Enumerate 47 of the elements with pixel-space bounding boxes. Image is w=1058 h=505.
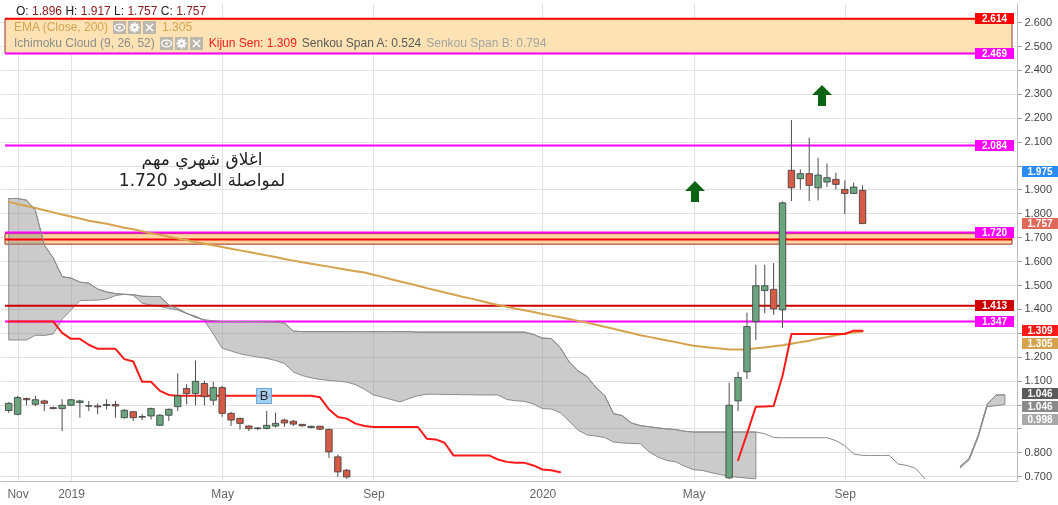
text: Ichimoku Cloud (9, 26, 52) xyxy=(14,36,155,50)
annotation: 1.305 xyxy=(162,20,193,34)
text: 0.998 xyxy=(1027,414,1053,425)
y-tick-label: 1.800 xyxy=(1024,206,1053,219)
y-tick-label: 1.600 xyxy=(1024,254,1053,267)
annotation: O: 1.896 H: 1.917 L: 1.757 C: 1.757 xyxy=(16,4,207,18)
ref-line-label: 2.469 xyxy=(981,47,1008,59)
text: 1.305 xyxy=(1027,338,1053,350)
x-tick-label: 2019 xyxy=(58,486,86,501)
y-tick-label: 2.200 xyxy=(1024,111,1053,124)
text: 1.757 xyxy=(1027,218,1053,230)
text: 1.046 xyxy=(1027,388,1053,399)
y-tick-label: 2.400 xyxy=(1024,63,1053,76)
text: 1.046 xyxy=(1027,401,1053,412)
text: EMA (Close, 200) xyxy=(14,20,109,34)
annotation: B xyxy=(259,388,269,403)
annotation: Senkou Span A: 0.524 xyxy=(301,36,422,50)
text: Kijun Sen: 1.309 xyxy=(208,36,297,50)
x-tick-label: 2020 xyxy=(529,486,557,501)
y-tick-label: 2.500 xyxy=(1024,39,1053,52)
x-tick-label: Sep xyxy=(834,486,857,501)
annotation: Senkou Span B: 0.794 xyxy=(426,36,547,50)
ref-line-label: 1.720 xyxy=(981,226,1008,238)
text: 1.309 xyxy=(1027,325,1053,337)
x-tick-label: Nov xyxy=(7,486,29,501)
y-tick-label: 1.400 xyxy=(1024,302,1053,315)
y-tick-label: 2.100 xyxy=(1024,135,1053,148)
y-tick-label: 2.600 xyxy=(1024,15,1053,28)
text: 1.975 xyxy=(1027,166,1053,177)
y-tick-label: 1.900 xyxy=(1024,182,1053,195)
ref-line-label: 1.413 xyxy=(981,300,1008,312)
y-tick-label: 1.500 xyxy=(1024,278,1053,291)
x-tick-label: May xyxy=(682,486,706,501)
y-tick-label: 0.700 xyxy=(1024,469,1053,482)
y-tick-label: 2.300 xyxy=(1024,87,1053,100)
ref-line-label: 2.614 xyxy=(981,13,1008,25)
y-tick-label: 1.700 xyxy=(1024,230,1053,243)
candlestick xyxy=(174,372,182,412)
annotation: اغلاق شهري مهم لمواصلة الصعود 1.720 xyxy=(117,149,287,191)
y-tick-label: 1.200 xyxy=(1024,350,1053,363)
y-tick-label: 1.100 xyxy=(1024,374,1053,387)
line-series xyxy=(7,200,864,351)
x-tick-label: Sep xyxy=(363,486,385,501)
x-tick-label: May xyxy=(211,486,235,501)
ref-line-label: 2.084 xyxy=(981,139,1008,151)
ref-line-label: 1.347 xyxy=(981,316,1008,328)
y-tick-label: 0.800 xyxy=(1024,445,1053,458)
